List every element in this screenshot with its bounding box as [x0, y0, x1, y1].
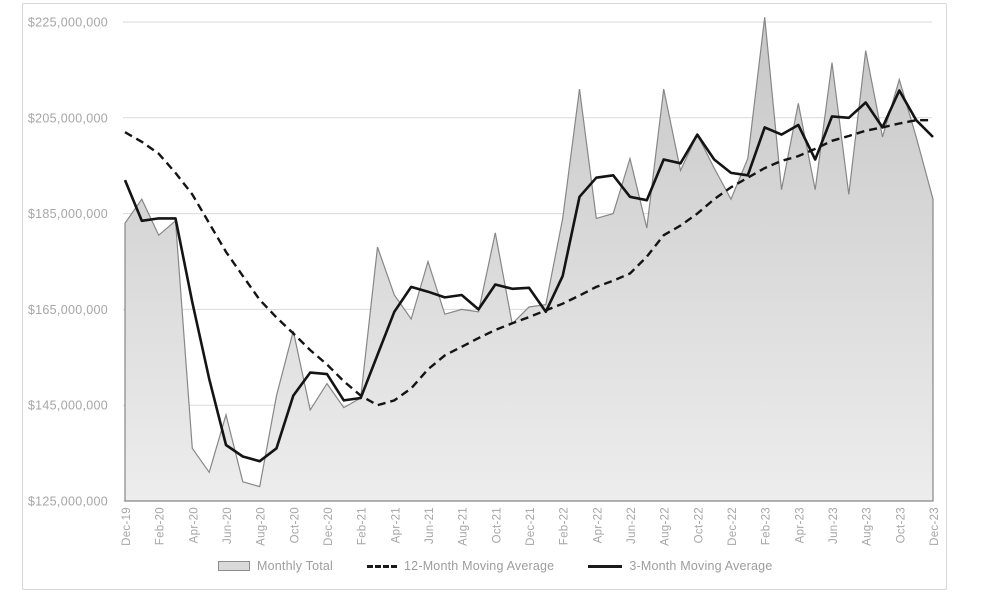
solid-line-swatch-icon: [588, 564, 623, 568]
monthly-total-area: [124, 17, 934, 502]
legend-item-12-month-ma: 12-Month Moving Average: [367, 559, 554, 573]
area-swatch-icon: [218, 561, 250, 571]
x-tick-label: Apr-20: [188, 507, 200, 543]
legend-label: 3-Month Moving Average: [629, 559, 773, 573]
y-tick-label: $225,000,000: [28, 16, 108, 30]
legend-label: Monthly Total: [257, 559, 334, 573]
x-tick-label: Oct-21: [491, 507, 503, 543]
x-tick-label: Aug-20: [256, 507, 268, 546]
x-tick-label: Aug-21: [458, 507, 470, 546]
x-tick-label: Jun-23: [828, 507, 840, 544]
legend-label: 12-Month Moving Average: [404, 559, 555, 573]
y-tick-label: $185,000,000: [28, 207, 108, 221]
chart-series: [123, 17, 934, 502]
x-tick-label: Apr-21: [390, 507, 402, 543]
x-tick-label: Aug-22: [660, 507, 672, 546]
legend-item-monthly-total: Monthly Total: [218, 559, 333, 573]
x-tick-label: Apr-22: [592, 507, 604, 543]
ma3-line: [123, 89, 934, 463]
x-tick-label: Dec-20: [323, 507, 335, 546]
x-tick-label: Feb-22: [559, 507, 571, 545]
x-tick-label: Feb-23: [761, 507, 773, 545]
x-tick-label: Oct-22: [693, 507, 705, 543]
x-tick-label: Feb-21: [357, 507, 369, 545]
y-axis-labels: $225,000,000 $205,000,000 $185,000,000 $165…: [28, 16, 108, 509]
x-tick-label: Apr-23: [794, 507, 806, 543]
ma12-line: [124, 118, 933, 407]
x-tick-label: Feb-20: [155, 507, 167, 545]
x-tick-label: Oct-20: [289, 507, 301, 543]
x-tick-label: Aug-23: [862, 507, 874, 546]
x-tick-label: Dec-21: [525, 507, 537, 546]
legend-item-3-month-ma: 3-Month Moving Average: [588, 559, 772, 573]
x-tick-label: Dec-19: [121, 507, 133, 546]
x-tick-label: Jun-22: [626, 507, 638, 544]
y-tick-label: $205,000,000: [28, 111, 108, 125]
x-tick-label: Dec-22: [727, 507, 739, 546]
x-tick-label: Oct-23: [895, 507, 907, 543]
legend: Monthly Total 12-Month Moving Average 3-…: [218, 559, 772, 573]
y-tick-label: $125,000,000: [28, 495, 108, 509]
y-tick-label: $145,000,000: [28, 399, 108, 413]
dashed-line-swatch-icon: [367, 564, 398, 568]
x-tick-label: Dec-23: [929, 507, 941, 546]
x-axis-labels: Dec-19 Feb-20 Apr-20 Jun-20 Aug-20 Oct-20 Dec-…: [121, 507, 941, 546]
y-tick-label: $165,000,000: [28, 303, 108, 317]
x-tick-label: Jun-20: [222, 507, 234, 544]
x-tick-label: Jun-21: [424, 507, 436, 544]
